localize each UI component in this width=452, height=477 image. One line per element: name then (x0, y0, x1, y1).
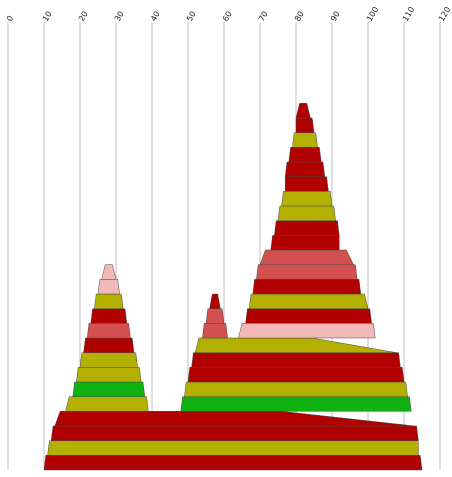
x-tick-label-80: 80 (293, 10, 306, 23)
band-red-level-15 (270, 235, 340, 251)
band-olive-level-4 (65, 396, 149, 412)
band-salmon-level-9 (202, 323, 228, 339)
x-tick-label-10: 10 (41, 10, 54, 23)
band-olive-level-8 (194, 337, 397, 353)
band-red-level-12 (252, 279, 362, 295)
band-olive-level-11 (94, 293, 124, 309)
band-green-level-4 (180, 396, 412, 412)
x-tick-label-90: 90 (329, 10, 342, 23)
x-tick-label-110: 110 (401, 5, 416, 23)
band-olive-level-7 (79, 352, 138, 368)
band-olive-level-18 (281, 191, 333, 207)
band-red-level-6 (187, 367, 405, 383)
band-red-level-0 (43, 455, 423, 471)
band-salmon-level-13 (256, 264, 358, 280)
x-tick-label-20: 20 (77, 10, 90, 23)
band-green-level-5 (72, 381, 146, 397)
band-red-level-16 (274, 220, 340, 236)
band-red-level-3 (54, 411, 415, 427)
band-pink-level-9 (238, 323, 376, 339)
x-tick-label-40: 40 (149, 10, 162, 23)
band-olive-level-1 (47, 440, 419, 456)
band-red-level-24 (295, 103, 311, 119)
chart-bands (43, 103, 423, 471)
band-pink-level-13 (101, 264, 117, 280)
band-olive-level-17 (277, 205, 336, 221)
band-red-level-20 (284, 161, 326, 177)
x-tick-label-30: 30 (113, 10, 126, 23)
band-olive-level-22 (292, 132, 318, 148)
band-olive-level-5 (184, 381, 408, 397)
band-pink-level-12 (97, 279, 120, 295)
x-tick-label-50: 50 (185, 10, 198, 23)
band-salmon-level-14 (259, 249, 355, 265)
x-axis-tick-labels: 0 10 20 30 40 50 60 70 80 90 100 110 120 (5, 5, 452, 23)
band-red-level-10 (90, 308, 128, 324)
band-red-level-8 (83, 337, 135, 353)
band-olive-level-11 (248, 293, 369, 309)
band-red-level-7 (191, 352, 401, 368)
band-red-level-23 (295, 117, 315, 133)
band-salmon-level-9 (86, 323, 131, 339)
band-salmon-level-10 (205, 308, 225, 324)
band-red-level-11 (209, 293, 221, 309)
x-tick-label-0: 0 (5, 14, 15, 23)
band-red-level-21 (288, 147, 322, 163)
band-red-level-19 (284, 176, 329, 192)
band-olive-level-6 (76, 367, 142, 383)
x-tick-label-60: 60 (221, 10, 234, 23)
x-tick-label-70: 70 (257, 10, 270, 23)
band-red-level-10 (245, 308, 372, 324)
band-red-level-2 (50, 425, 419, 441)
x-tick-label-120: 120 (437, 5, 452, 23)
x-tick-label-100: 100 (365, 5, 380, 23)
